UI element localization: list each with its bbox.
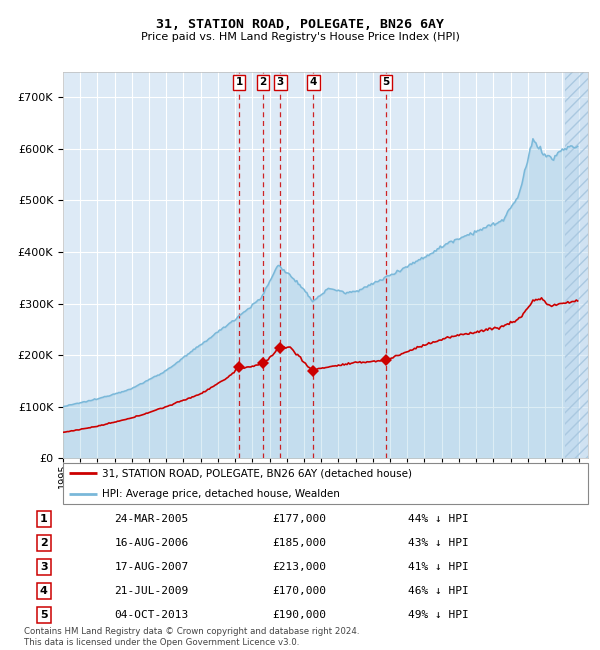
Text: 41% ↓ HPI: 41% ↓ HPI	[407, 562, 468, 572]
Text: 4: 4	[310, 77, 317, 87]
Text: 5: 5	[382, 77, 389, 87]
Text: 1: 1	[235, 77, 243, 87]
Text: £190,000: £190,000	[272, 610, 326, 620]
Text: 44% ↓ HPI: 44% ↓ HPI	[407, 514, 468, 524]
Text: 31, STATION ROAD, POLEGATE, BN26 6AY: 31, STATION ROAD, POLEGATE, BN26 6AY	[156, 18, 444, 31]
Text: Contains HM Land Registry data © Crown copyright and database right 2024.
This d: Contains HM Land Registry data © Crown c…	[24, 627, 359, 647]
Text: 46% ↓ HPI: 46% ↓ HPI	[407, 586, 468, 596]
Text: 49% ↓ HPI: 49% ↓ HPI	[407, 610, 468, 620]
Text: 24-MAR-2005: 24-MAR-2005	[114, 514, 188, 524]
Text: 3: 3	[277, 77, 284, 87]
Text: 3: 3	[40, 562, 47, 572]
Text: 31, STATION ROAD, POLEGATE, BN26 6AY (detached house): 31, STATION ROAD, POLEGATE, BN26 6AY (de…	[103, 468, 412, 478]
Text: £185,000: £185,000	[272, 538, 326, 548]
Text: HPI: Average price, detached house, Wealden: HPI: Average price, detached house, Weal…	[103, 489, 340, 499]
Text: 21-JUL-2009: 21-JUL-2009	[114, 586, 188, 596]
Text: 1: 1	[40, 514, 47, 524]
Text: 17-AUG-2007: 17-AUG-2007	[114, 562, 188, 572]
Text: £170,000: £170,000	[272, 586, 326, 596]
Text: 5: 5	[40, 610, 47, 620]
Text: 2: 2	[40, 538, 47, 548]
Bar	[565, 72, 588, 458]
Text: 4: 4	[40, 586, 47, 596]
FancyBboxPatch shape	[63, 463, 588, 504]
Text: 43% ↓ HPI: 43% ↓ HPI	[407, 538, 468, 548]
Text: £213,000: £213,000	[272, 562, 326, 572]
Bar	[565, 72, 588, 458]
Text: 04-OCT-2013: 04-OCT-2013	[114, 610, 188, 620]
Text: Price paid vs. HM Land Registry's House Price Index (HPI): Price paid vs. HM Land Registry's House …	[140, 32, 460, 42]
Text: 16-AUG-2006: 16-AUG-2006	[114, 538, 188, 548]
Text: £177,000: £177,000	[272, 514, 326, 524]
Text: 2: 2	[260, 77, 267, 87]
